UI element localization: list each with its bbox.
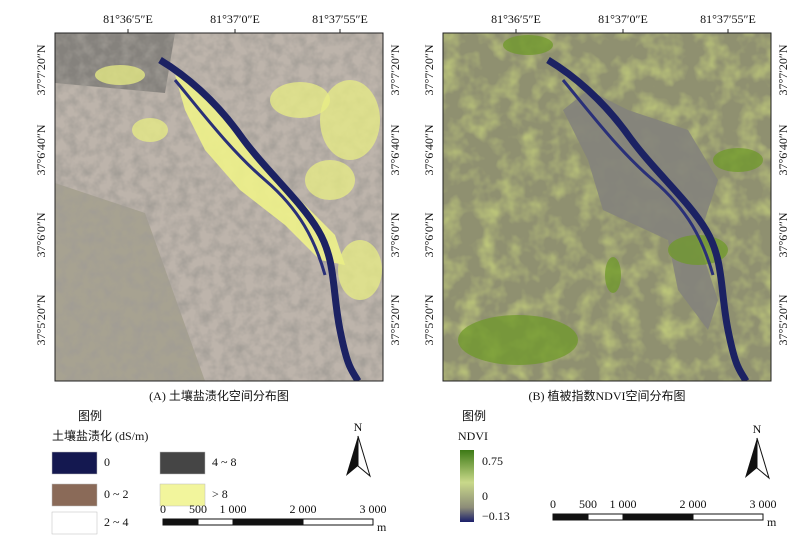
north-label: N xyxy=(753,422,762,436)
lat-label-right: 37°7′20″N xyxy=(388,44,402,95)
legend-title: 图例 xyxy=(462,409,486,423)
vegetation-patch xyxy=(458,315,578,365)
legend-label: 2 ~ 4 xyxy=(104,515,129,529)
vegetation-patch xyxy=(713,148,763,172)
map-image xyxy=(443,33,771,381)
salinity-high-zone xyxy=(175,75,345,265)
lat-label-left: 37°5′20″N xyxy=(34,294,48,345)
north-arrow-right xyxy=(756,437,770,480)
legend-label: −0.13 xyxy=(482,509,510,523)
river xyxy=(158,56,362,381)
low-ndvi-zone xyxy=(563,90,718,330)
legend-label: 4 ~ 8 xyxy=(212,455,237,469)
scale-label: 500 xyxy=(579,497,597,511)
lat-label-left: 37°6′40″N xyxy=(422,124,436,175)
legend-swatch xyxy=(159,451,206,475)
scale-segment xyxy=(197,518,234,526)
legend-swatch xyxy=(51,483,98,507)
lon-label: 81°37′55″E xyxy=(700,12,756,26)
lat-label-right: 37°6′0″N xyxy=(388,212,402,257)
scale-label: 3 000 xyxy=(750,497,777,511)
scale-segment xyxy=(587,513,624,521)
caption: (B) 植被指数NDVI空间分布图 xyxy=(529,388,686,403)
north-label: N xyxy=(354,420,363,434)
lat-label-right: 37°5′20″N xyxy=(776,294,790,345)
map-frame xyxy=(54,32,384,382)
scale-segment xyxy=(552,513,589,521)
legend-label: 0 xyxy=(482,489,488,503)
lon-label: 81°37′55″E xyxy=(312,12,368,26)
river-branch xyxy=(561,79,715,276)
lat-label-right: 37°6′40″N xyxy=(388,124,402,175)
salinity-high-patch xyxy=(132,118,168,142)
lat-label-left: 37°6′0″N xyxy=(34,212,48,257)
legend-swatch xyxy=(51,511,98,535)
salinity-high-patch xyxy=(320,80,380,160)
lat-label-left: 37°7′20″N xyxy=(34,44,48,95)
salinity-high-patch xyxy=(95,65,145,85)
scale-label: 3 000 xyxy=(360,502,387,516)
lat-label-right: 37°6′0″N xyxy=(776,212,790,257)
lat-label-right: 37°6′40″N xyxy=(776,124,790,175)
scale-label: 1 000 xyxy=(610,497,637,511)
legend-label: 0 xyxy=(104,455,110,469)
legend-subtitle: 土壤盐渍化 (dS/m) xyxy=(52,428,148,443)
lon-label: 81°37′0″E xyxy=(210,12,260,26)
salinity-high-patch xyxy=(305,160,355,200)
legend-swatch xyxy=(51,451,98,475)
scale-label: 2 000 xyxy=(290,502,317,516)
caption: (A) 土壤盐渍化空间分布图 xyxy=(149,388,289,403)
salinity-high-patch xyxy=(270,82,330,118)
scale-label: 1 000 xyxy=(220,502,247,516)
scale-label: 0 xyxy=(550,497,556,511)
scale-segment xyxy=(692,513,764,521)
scale-unit: m xyxy=(767,515,777,529)
legend-label: > 8 xyxy=(212,487,228,501)
north-arrow-left xyxy=(346,436,358,476)
north-arrow-right xyxy=(357,435,371,478)
vegetation-patch xyxy=(503,35,553,55)
scale-segment xyxy=(302,518,374,526)
legend-label: 0.75 xyxy=(482,454,503,468)
scale-segment xyxy=(232,518,304,526)
map-frame xyxy=(442,32,772,382)
legend-swatch xyxy=(159,483,206,507)
scale-label: 2 000 xyxy=(680,497,707,511)
river-branch xyxy=(173,79,327,276)
legend-title: 图例 xyxy=(78,409,102,423)
lat-label-left: 37°6′0″N xyxy=(422,212,436,257)
ndvi-gradient xyxy=(460,450,474,522)
salinity-high-patch xyxy=(338,240,382,300)
scale-label: 500 xyxy=(189,502,207,516)
lat-label-left: 37°5′20″N xyxy=(422,294,436,345)
map-image xyxy=(55,33,383,381)
legend-label: 0 ~ 2 xyxy=(104,487,129,501)
lon-label: 81°36′5″E xyxy=(491,12,541,26)
vegetation-patch xyxy=(605,257,621,293)
lon-label: 81°36′5″E xyxy=(103,12,153,26)
lat-label-right: 37°7′20″N xyxy=(776,44,790,95)
north-arrow-left xyxy=(745,438,757,478)
lat-label-right: 37°5′20″N xyxy=(388,294,402,345)
scale-segment xyxy=(162,518,199,526)
scale-unit: m xyxy=(377,520,387,534)
river xyxy=(546,56,750,381)
lat-label-left: 37°6′40″N xyxy=(34,124,48,175)
scale-segment xyxy=(622,513,694,521)
lon-label: 81°37′0″E xyxy=(598,12,648,26)
texture xyxy=(55,33,383,381)
scale-label: 0 xyxy=(160,502,166,516)
lat-label-left: 37°7′20″N xyxy=(422,44,436,95)
legend-subtitle: NDVI xyxy=(458,429,488,443)
